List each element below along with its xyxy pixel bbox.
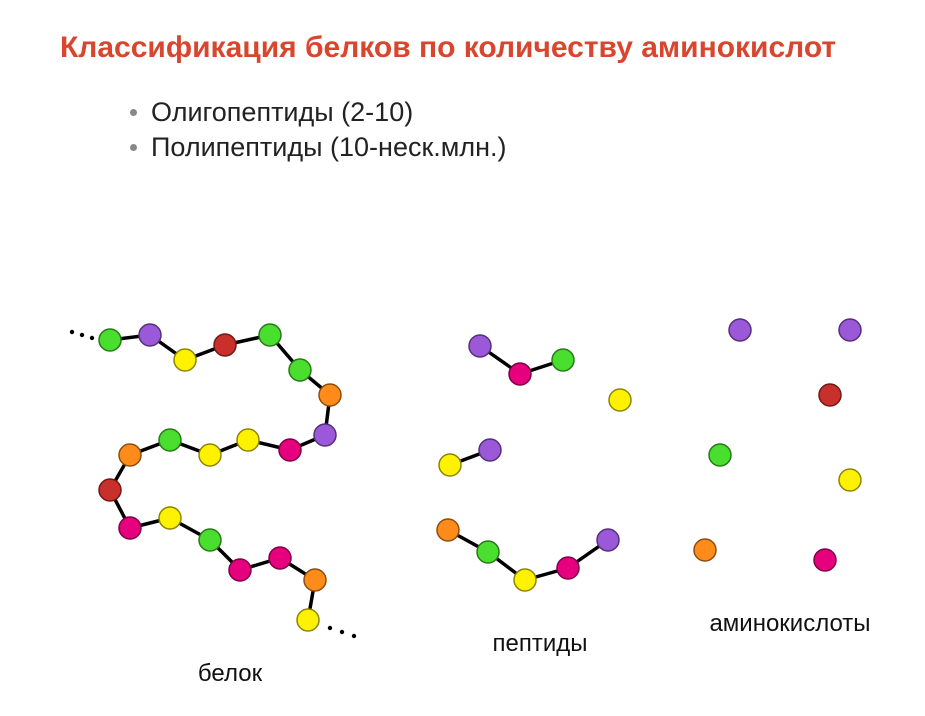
bullet-text: Полипептиды (10-неск.млн.) [151, 132, 507, 163]
label-peptides: пептиды [440, 630, 640, 658]
label-protein: белок [130, 660, 330, 688]
bullet-item: Полипептиды (10-неск.млн.) [130, 132, 925, 163]
bullet-item: Олигопептиды (2-10) [130, 97, 925, 128]
bullet-text: Олигопептиды (2-10) [151, 97, 413, 128]
bullet-list: Олигопептиды (2-10) Полипептиды (10-неск… [0, 77, 925, 163]
bullet-dot-icon [130, 109, 137, 116]
molecule-diagram: белок пептиды аминокислоты [0, 280, 925, 700]
slide-title: Классификация белков по количеству амино… [0, 0, 925, 77]
label-aminoacids: аминокислоты [690, 610, 890, 638]
bullet-dot-icon [130, 144, 137, 151]
